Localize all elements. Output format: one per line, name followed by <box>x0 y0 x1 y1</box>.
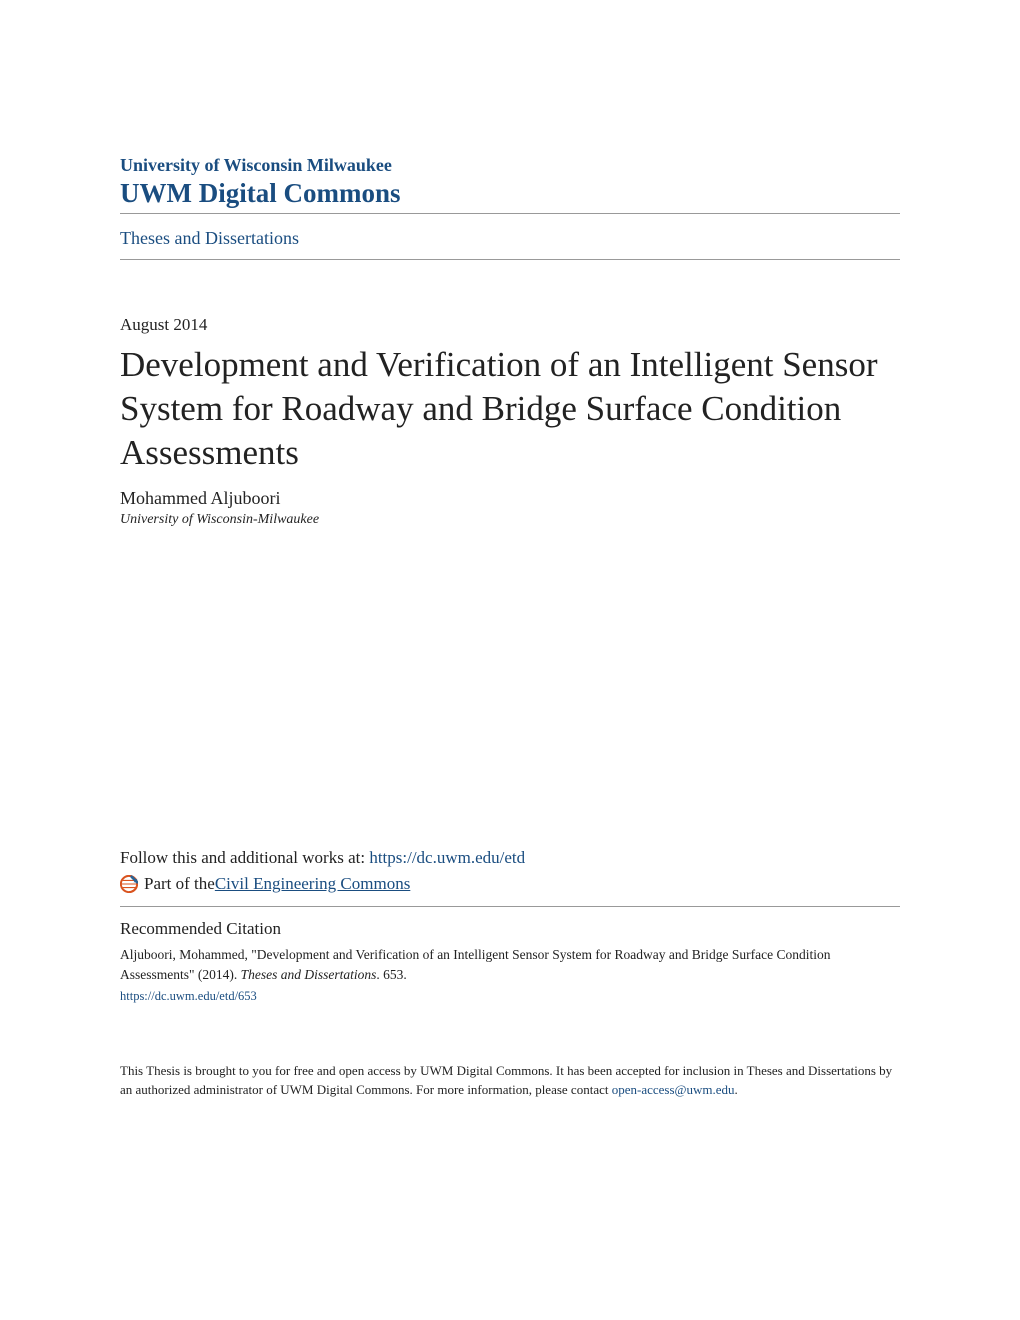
collection-section: Theses and Dissertations <box>120 222 900 260</box>
follow-link[interactable]: https://dc.uwm.edu/etd <box>369 848 525 867</box>
follow-prefix: Follow this and additional works at: <box>120 848 369 867</box>
footer-text-part1: This Thesis is brought to you for free a… <box>120 1063 892 1098</box>
citation-section: Recommended Citation Aljuboori, Mohammed… <box>120 919 900 1005</box>
footer-text-part2: . <box>735 1082 738 1097</box>
page-container: University of Wisconsin Milwaukee UWM Di… <box>0 0 1020 1160</box>
citation-link[interactable]: https://dc.uwm.edu/etd/653 <box>120 987 900 1005</box>
author-affiliation: University of Wisconsin-Milwaukee <box>120 512 900 528</box>
footer-email-link[interactable]: open-access@uwm.edu <box>612 1082 735 1097</box>
university-name-link[interactable]: University of Wisconsin Milwaukee <box>120 155 900 176</box>
paper-title: Development and Verification of an Intel… <box>120 343 900 474</box>
follow-section: Follow this and additional works at: htt… <box>120 848 900 907</box>
partof-link[interactable]: Civil Engineering Commons <box>215 874 411 894</box>
partof-line: Part of the Civil Engineering Commons <box>120 874 900 907</box>
footer-text: This Thesis is brought to you for free a… <box>120 1061 900 1100</box>
collection-link[interactable]: Theses and Dissertations <box>120 228 299 248</box>
citation-text-part2: . 653. <box>376 967 406 982</box>
follow-line: Follow this and additional works at: htt… <box>120 848 900 868</box>
author-name: Mohammed Aljuboori <box>120 488 900 509</box>
header-section: University of Wisconsin Milwaukee UWM Di… <box>120 155 900 214</box>
network-icon <box>120 875 138 893</box>
repository-name-link[interactable]: UWM Digital Commons <box>120 178 900 209</box>
citation-series-title: Theses and Dissertations <box>241 967 377 982</box>
citation-text-part1: Aljuboori, Mohammed, "Development and Ve… <box>120 947 831 982</box>
partof-prefix: Part of the <box>144 874 215 894</box>
citation-text: Aljuboori, Mohammed, "Development and Ve… <box>120 945 900 1005</box>
publication-date: August 2014 <box>120 315 900 335</box>
citation-heading: Recommended Citation <box>120 919 900 939</box>
